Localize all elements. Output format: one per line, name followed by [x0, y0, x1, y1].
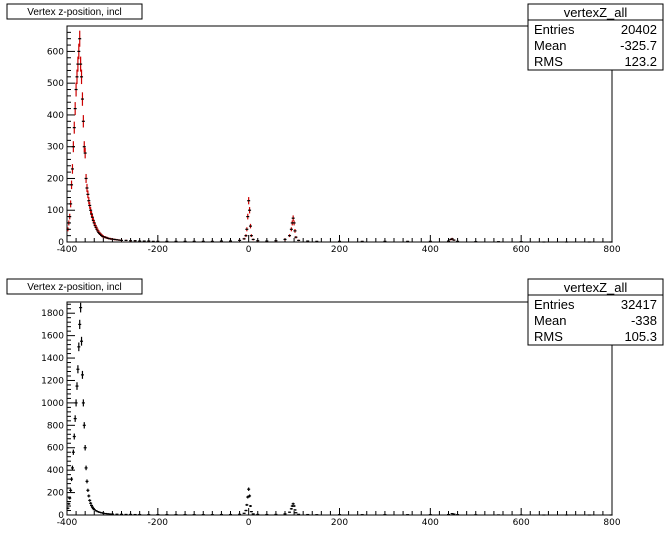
title-box-frame	[6, 278, 143, 295]
stats-box-frame	[527, 3, 664, 71]
stats-name: vertexZ_all	[564, 280, 628, 295]
stats-label: Entries	[534, 22, 575, 37]
stats-value: 105.3	[624, 329, 657, 344]
stats-label: RMS	[534, 54, 563, 69]
y-tick-label: 0	[58, 511, 64, 521]
stats-label: Mean	[534, 313, 567, 328]
y-tick-label: 500	[47, 79, 64, 89]
x-tick-label: -400	[57, 245, 78, 255]
x-tick-label: 0	[246, 518, 252, 528]
histogram-panel-1: -400 -200 0 200 400 600 800 0 100 200 300 400 500 600…	[6, 3, 664, 255]
x-tick-label: -400	[57, 518, 78, 528]
stats-value: -325.7	[620, 38, 657, 53]
data-points	[66, 302, 613, 516]
x-tick-label: 600	[513, 245, 530, 255]
x-tick-label: 400	[422, 518, 439, 528]
stats-box: vertexZ_all Entries 32417 Mean -338 RMS 105.3	[527, 278, 664, 346]
x-tick-label: 400	[422, 245, 439, 255]
title-box-frame	[6, 3, 143, 20]
y-tick-label: 1800	[41, 309, 64, 319]
y-tick-label: 300	[47, 143, 64, 153]
plot-title-box: Vertex z-position, incl	[6, 3, 143, 20]
plot-frame	[66, 25, 613, 243]
x-tick-label: 600	[513, 518, 530, 528]
y-tick-label: 200	[47, 489, 64, 499]
x-tick-label: 0	[246, 245, 252, 255]
plot-title: Vertex z-position, incl	[27, 7, 122, 18]
y-tick-label: 100	[47, 206, 64, 216]
x-tick-label: 200	[331, 245, 348, 255]
y-tick-label: 800	[47, 421, 64, 431]
y-tick-label: 600	[47, 444, 64, 454]
x-tick-label: -200	[148, 245, 169, 255]
histogram-panel-2: -400 -200 0 200 400 600 800 0 200 400 600 800 1000 12…	[6, 278, 664, 528]
y-tick-label: 1600	[41, 332, 64, 342]
y-tick-label: 400	[47, 466, 64, 476]
stats-label: Mean	[534, 38, 567, 53]
y-tick-label: 400	[47, 111, 64, 121]
stats-value: 123.2	[624, 54, 657, 69]
data-points	[66, 30, 613, 243]
stats-label: Entries	[534, 297, 575, 312]
y-tick-label: 1400	[41, 354, 64, 364]
stats-label: RMS	[534, 329, 563, 344]
plot-frame	[66, 301, 613, 516]
y-tick-label: 1200	[41, 376, 64, 386]
y-tick-label: 600	[47, 47, 64, 57]
x-tick-label: 800	[603, 518, 620, 528]
y-tick-label: 0	[58, 238, 64, 248]
x-tick-label: 200	[331, 518, 348, 528]
y-tick-label: 1000	[41, 399, 64, 409]
stats-value: -338	[631, 313, 657, 328]
y-tick-label: 200	[47, 174, 64, 184]
stats-value: 32417	[621, 297, 657, 312]
x-tick-label: 800	[603, 245, 620, 255]
stats-box-frame	[527, 278, 664, 346]
plot-title-box: Vertex z-position, incl	[6, 278, 143, 295]
stats-value: 20402	[621, 22, 657, 37]
x-tick-label: -200	[148, 518, 169, 528]
plot-title: Vertex z-position, incl	[27, 282, 122, 293]
stats-box: vertexZ_all Entries 20402 Mean -325.7 RMS 123.…	[527, 3, 664, 71]
stats-name: vertexZ_all	[564, 5, 628, 20]
